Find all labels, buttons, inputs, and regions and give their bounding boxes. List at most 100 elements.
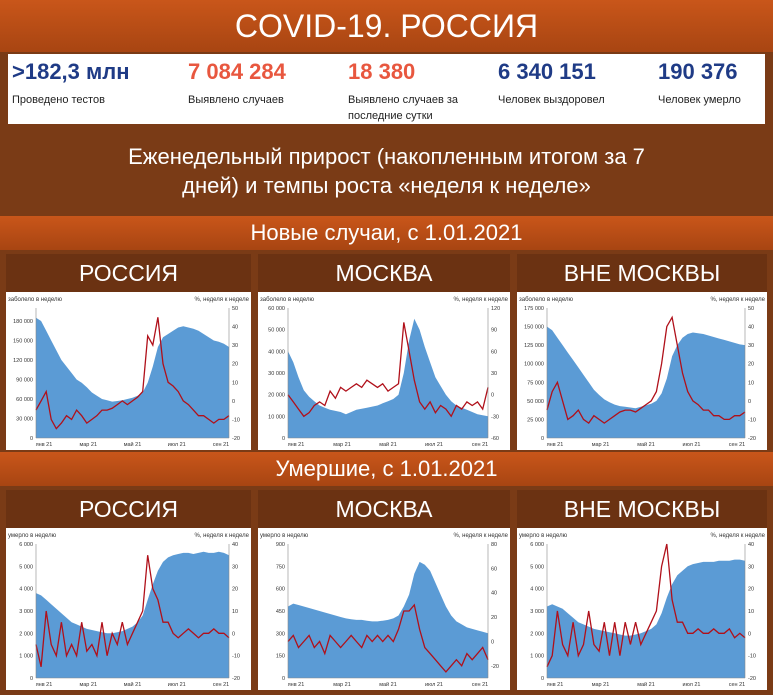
section-cases-title: Новые случаи, с 1.01.2021	[0, 216, 773, 250]
y2-tick-label: 20	[748, 362, 754, 368]
stat-label: Человек умерло	[658, 94, 741, 106]
y2-tick-label: 20	[232, 587, 238, 593]
y2-tick-label: 30	[232, 564, 238, 570]
y-tick-label: 0	[282, 676, 285, 682]
x-tick-label: мар 21	[79, 682, 97, 688]
chart-panel-2: заболело в неделю %, неделя к неделе 0 25 0…	[517, 292, 767, 450]
y2-tick-label: -10	[748, 654, 756, 660]
x-tick-label: июл 21	[168, 442, 186, 448]
y2-tick-label: 0	[491, 639, 494, 645]
y2-tick-label: 0	[491, 393, 494, 399]
y2label: %, неделя к неделе	[453, 533, 508, 539]
x-tick-label: июл 21	[168, 682, 186, 688]
x-tick-label: сен 21	[213, 442, 230, 448]
y-tick-label: 4 000	[530, 587, 544, 593]
x-tick-label: янв 21	[36, 442, 53, 448]
region-label-deaths-1: МОСКВА	[258, 490, 510, 528]
y-tick-label: 2 000	[530, 631, 544, 637]
y-tick-label: 150 000	[524, 325, 544, 331]
x-tick-label: мар 21	[333, 682, 351, 688]
x-tick-label: май 21	[124, 681, 142, 688]
chart: умерло в неделю %, неделя к неделе 0 1 000 2…	[519, 533, 766, 688]
y-tick-label: 3 000	[530, 609, 544, 615]
y2-tick-label: 30	[491, 371, 497, 377]
area-series	[288, 318, 488, 438]
stat-value: >182,3 млн	[12, 59, 130, 84]
y2-tick-label: 0	[748, 399, 751, 405]
y2-tick-label: 40	[748, 325, 754, 331]
y-tick-label: 30 000	[16, 417, 33, 423]
y-tick-label: 50 000	[527, 399, 544, 405]
subtitle-line-1: Еженедельный прирост (накопленным итогом…	[128, 144, 645, 169]
x-tick-label: мар 21	[592, 682, 610, 688]
y2-tick-label: 10	[232, 609, 238, 615]
x-tick-label: май 21	[379, 441, 397, 448]
area-series	[547, 559, 745, 678]
y-tick-label: 60 000	[268, 306, 285, 312]
x-tick-label: янв 21	[547, 442, 564, 448]
stat-label: Выявлено случаев за последние сутки	[348, 94, 459, 122]
chart: умерло в неделю %, неделя к неделе 0 1 000 2…	[8, 533, 250, 688]
stat-value: 190 376	[658, 59, 738, 84]
y-tick-label: 90 000	[16, 378, 33, 384]
y2-tick-label: -60	[491, 436, 499, 442]
x-tick-label: янв 21	[36, 682, 53, 688]
growth-line	[287, 603, 489, 673]
x-tick-label: июл 21	[425, 442, 443, 448]
area-series	[288, 561, 488, 678]
x-tick-label: сен 21	[729, 442, 746, 448]
page-title: COVID-19. РОССИЯ	[0, 0, 773, 52]
y2-tick-label: -30	[491, 414, 499, 420]
subtitle: Еженедельный прирост (накопленным итогом…	[0, 136, 773, 212]
y-tick-label: 25 000	[527, 417, 544, 423]
y2-tick-label: -10	[232, 654, 240, 660]
y2label: %, неделя к неделе	[453, 297, 508, 303]
x-tick-label: сен 21	[472, 682, 489, 688]
y-tick-label: 10 000	[268, 414, 285, 420]
y2label: %, неделя к неделе	[194, 533, 249, 539]
x-tick-label: сен 21	[729, 682, 746, 688]
chart-panel-1: заболело в неделю %, неделя к неделе 0 10 0…	[258, 292, 510, 450]
y2-tick-label: -20	[232, 676, 240, 682]
ylabel: умерло в неделю	[8, 533, 57, 539]
y-tick-label: 5 000	[19, 564, 33, 570]
growth-line	[35, 555, 230, 667]
y2-tick-label: 0	[232, 631, 235, 637]
area-series	[36, 551, 229, 678]
y-tick-label: 0	[30, 676, 33, 682]
y-tick-label: 0	[30, 436, 33, 442]
growth-line	[35, 317, 230, 430]
chart: заболело в неделю %, неделя к неделе 0 30 0…	[8, 297, 250, 448]
area-series	[36, 317, 229, 438]
y-tick-label: 300	[276, 631, 285, 637]
chart-panel-3: умерло в неделю %, неделя к неделе 0 1 000 2…	[6, 528, 251, 690]
y2-tick-label: 90	[491, 328, 497, 334]
stat-value: 6 340 151	[498, 59, 596, 84]
y-tick-label: 175 000	[524, 306, 544, 312]
y2-tick-label: -10	[232, 417, 240, 423]
ylabel: заболело в неделю	[260, 297, 314, 303]
y-tick-label: 0	[541, 436, 544, 442]
y2label: %, неделя к неделе	[710, 533, 765, 539]
stat-label: Проведено тестов	[12, 94, 105, 106]
y-tick-label: 1 000	[19, 654, 33, 660]
y2-tick-label: 20	[491, 615, 497, 621]
subtitle-line-2: дней) и темпы роста «неделя к неделе»	[182, 173, 591, 198]
y2-tick-label: 10	[748, 380, 754, 386]
chart: заболело в неделю %, неделя к неделе 0 10 0…	[260, 297, 509, 448]
y-tick-label: 6 000	[19, 542, 33, 548]
stat-label: Выявлено случаев	[188, 94, 284, 106]
y-tick-label: 75 000	[527, 380, 544, 386]
chart-panel-0: заболело в неделю %, неделя к неделе 0 30 0…	[6, 292, 251, 450]
y2-tick-label: -20	[491, 664, 499, 670]
y2-tick-label: 30	[232, 343, 238, 349]
stat-value: 7 084 284	[188, 59, 286, 84]
area-series	[547, 326, 745, 438]
y2-tick-label: 40	[232, 542, 238, 548]
y-tick-label: 30 000	[268, 371, 285, 377]
x-tick-label: май 21	[637, 441, 655, 448]
growth-line	[546, 315, 746, 425]
y-tick-label: 150	[276, 654, 285, 660]
chart: заболело в неделю %, неделя к неделе 0 25 0…	[519, 297, 766, 448]
x-tick-label: сен 21	[472, 442, 489, 448]
